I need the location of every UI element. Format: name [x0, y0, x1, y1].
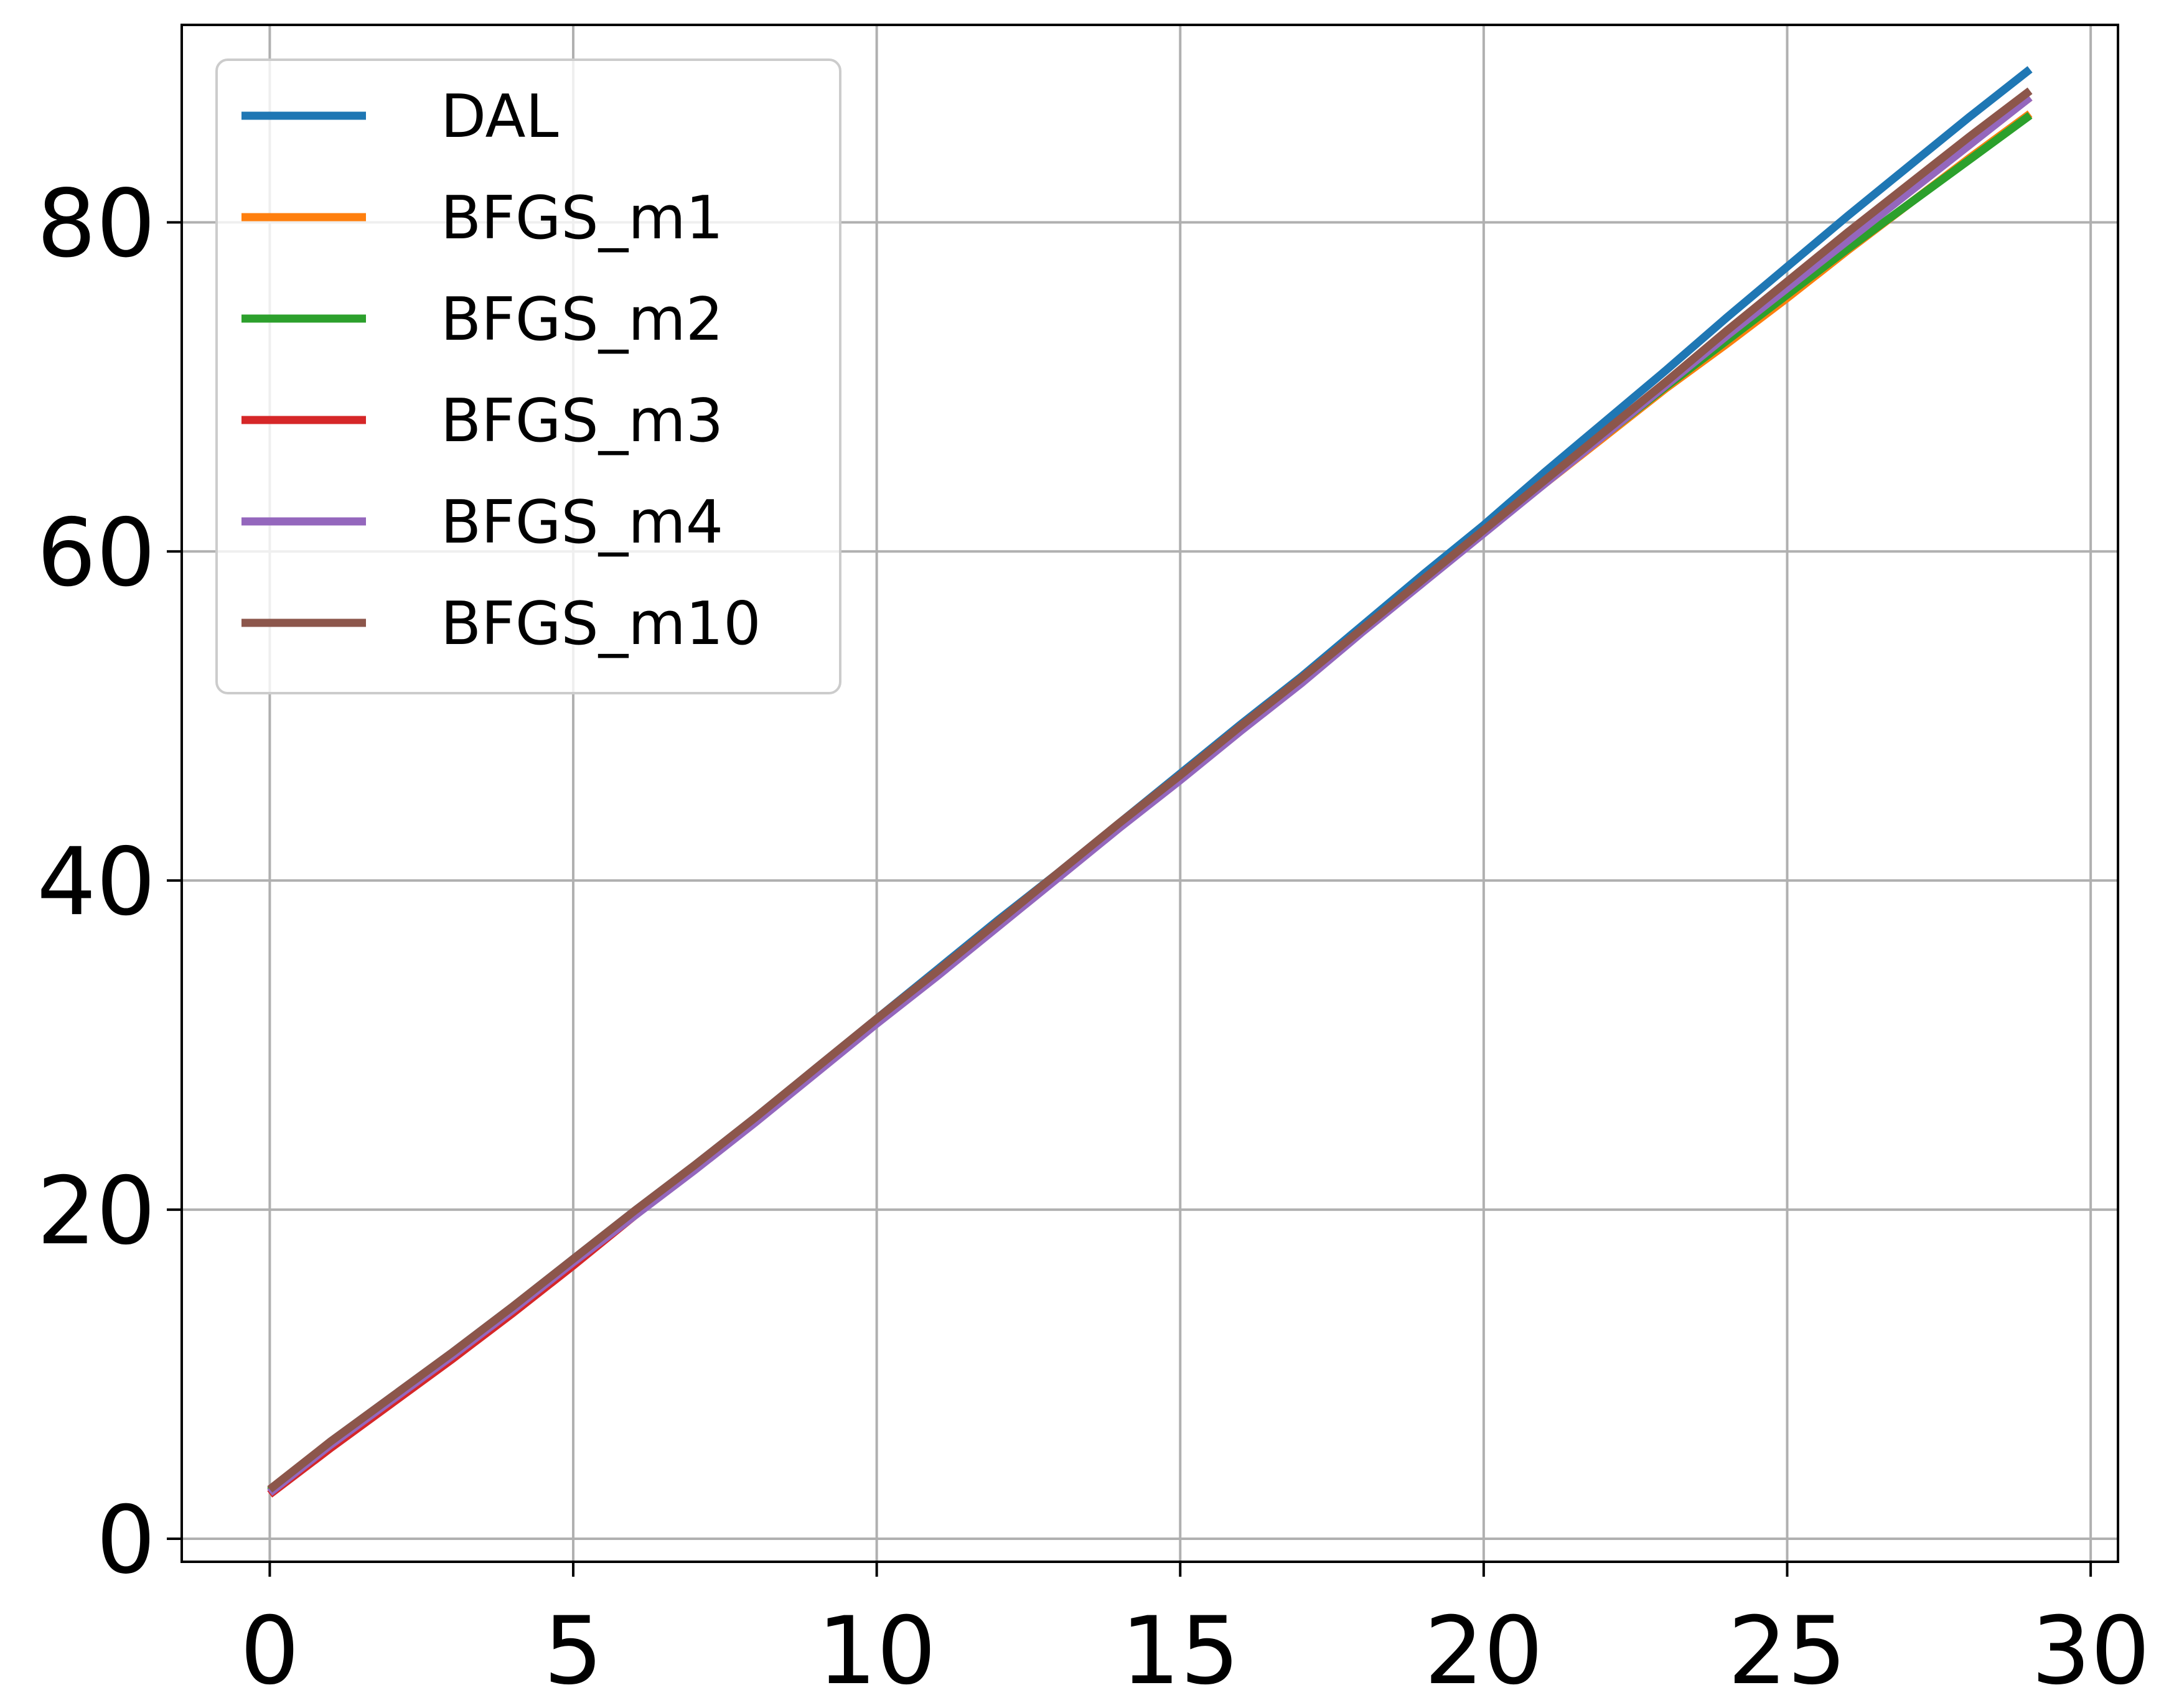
y-tick-label: 20	[37, 1157, 156, 1266]
y-tick-label: 0	[96, 1486, 156, 1595]
y-tick-label: 80	[37, 170, 156, 278]
legend-label: DAL	[441, 83, 558, 151]
y-axis-ticks: 0 20 40 60 80	[37, 170, 182, 1595]
legend: DAL BFGS_m1 BFGS_m2 BFGS_m3 BFGS_m4 BFGS_m10	[215, 58, 841, 694]
x-tick-label: 5	[543, 1597, 602, 1706]
plot-area-frame	[180, 24, 2119, 1563]
x-tick-label: 0	[240, 1597, 299, 1706]
grid-lines	[182, 25, 2118, 1562]
x-tick-label: 15	[1121, 1597, 1240, 1706]
legend-label: BFGS_m1	[441, 184, 723, 253]
legend-label: BFGS_m10	[441, 590, 761, 658]
series-line-bfgs-m10	[267, 87, 2033, 1493]
legend-frame	[215, 58, 841, 694]
legend-label: BFGS_m3	[441, 387, 723, 455]
legend-label: BFGS_m2	[441, 286, 723, 354]
y-tick-label: 60	[37, 499, 156, 607]
x-axis-ticks: 0 5 10 15 20 25 30	[240, 1562, 2150, 1706]
y-tick-label: 40	[37, 828, 156, 936]
legend-label: BFGS_m4	[441, 488, 723, 557]
x-tick-label: 25	[1728, 1597, 1847, 1706]
x-tick-label: 30	[2031, 1597, 2150, 1706]
x-tick-label: 20	[1424, 1597, 1543, 1706]
series-lines	[267, 66, 2033, 1498]
x-tick-label: 10	[817, 1597, 936, 1706]
